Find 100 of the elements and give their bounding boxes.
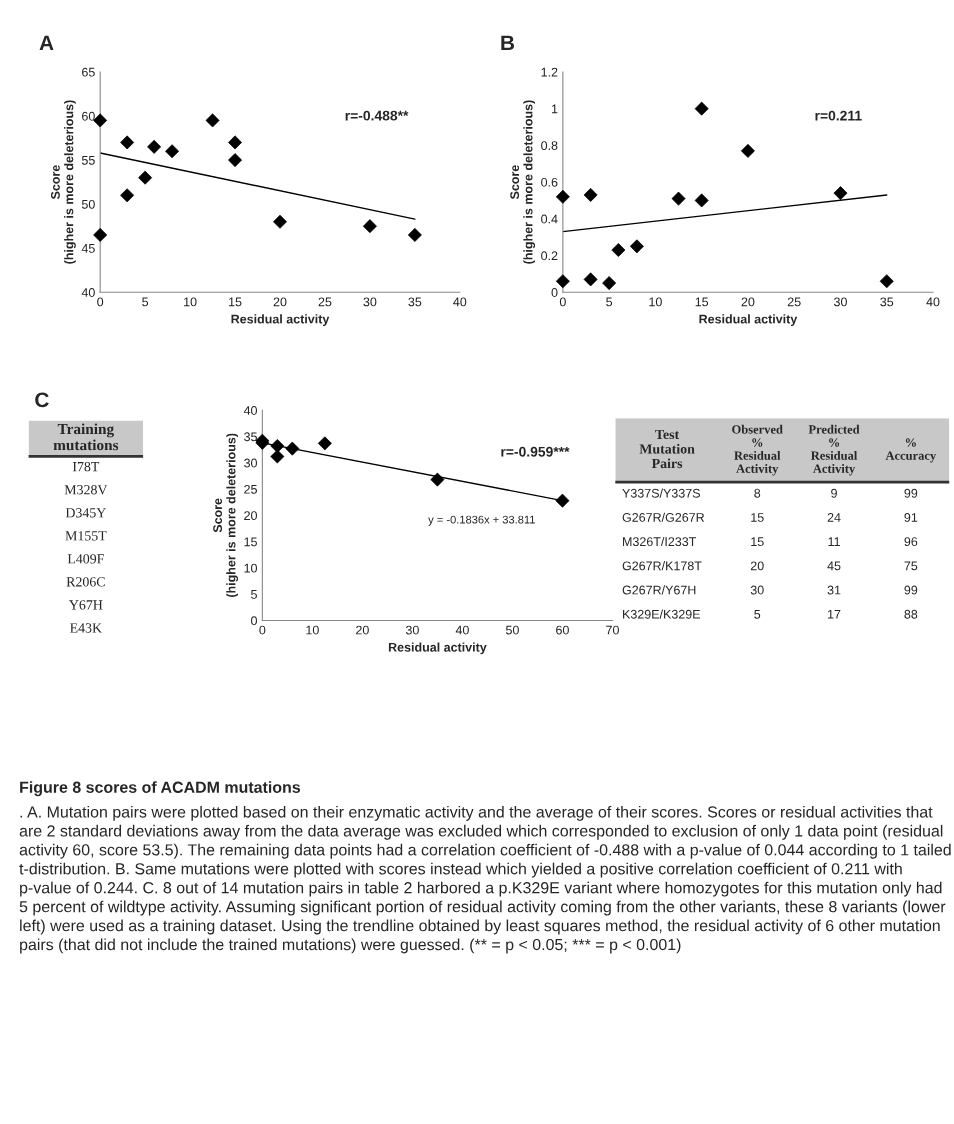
x-axis-title: Residual activity — [699, 314, 798, 326]
data-label: 99 — [904, 488, 918, 498]
annotation: r=-0.488** — [345, 110, 409, 121]
x-tick-label: 15 — [695, 297, 709, 307]
x-tick-label: 30 — [834, 297, 847, 307]
data-label: 75 — [904, 561, 918, 571]
category-label: M155T — [65, 531, 107, 541]
data-label: 24 — [827, 513, 841, 522]
y-tick-label: 0 — [551, 288, 558, 297]
data-label: 31 — [827, 585, 841, 595]
x-axis-title: Residual activity — [388, 642, 487, 655]
y-tick-label: 0 — [251, 616, 257, 626]
data-label: 88 — [904, 609, 918, 619]
chart-title: B — [501, 35, 515, 50]
data-label: 91 — [904, 513, 918, 522]
x-tick-label: 25 — [787, 297, 801, 307]
x-tick-label: 5 — [142, 297, 149, 307]
category-label: Y337S/Y337S — [622, 488, 700, 498]
y-tick-label: 40 — [81, 288, 95, 297]
category-label: M328V — [64, 485, 108, 495]
x-tick-label: 30 — [405, 625, 419, 635]
x-tick-label: 0 — [97, 297, 104, 307]
y-tick-label: 10 — [244, 563, 257, 573]
data-label: 96 — [904, 537, 918, 547]
x-tick-label: 35 — [880, 297, 894, 307]
x-axis-title: Residual activity — [231, 314, 330, 326]
category-label: I78T — [72, 461, 100, 472]
data-label: 11 — [828, 537, 840, 546]
x-tick-label: 5 — [606, 297, 613, 307]
data-label: 5 — [754, 609, 761, 619]
text: . A. Mutation pairs were plotted based on their enzymatic activity and the average of their scores. Scores or residual activities that are 2 standard deviations away from the data average was excluded which corresponded to exclusion of only 1 data point (residual activity 60, score 53.5). The remaining data points had a correlation coefficient of -0.488 with a p-value of 0.044 according to 1 tailed t-distribution. B. Same mutations were plotted with scores instead which yielded a positive correlation coefficient of 0.211 with p-value of 0.244. C. 8 out of 14 mutation pairs in table 2 harbored a p.K329E variant where homozygotes for this mutation only had 5 percent of wildtype activity. Assuming significant portion of residual activity coming from the other variants, these 8 variants (lower left) were used as a training dataset. Using the trendline obtained by least squares method, the residual activity of 6 other mutation pairs (that did not include the trained mutations) were guessed. (** = p < 0.05; *** = p < 0.001) — [19, 805, 951, 954]
x-tick-label: 30 — [363, 297, 377, 307]
y-tick-label: 0.2 — [541, 251, 558, 261]
data-label: 9 — [831, 488, 837, 498]
x-tick-label: 25 — [318, 297, 332, 307]
category-label: D345Y — [65, 508, 106, 518]
point — [228, 135, 243, 150]
y-tick-label: 35 — [244, 432, 257, 442]
y-tick-label: 65 — [82, 67, 95, 77]
y-tick-label: 50 — [81, 199, 95, 209]
y-axis-title: Score (higher is more deleterious) — [510, 100, 536, 264]
x-tick-label: 70 — [606, 625, 619, 635]
x-tick-label: 35 — [408, 297, 422, 307]
y-tick-label: 40 — [243, 406, 257, 415]
x-tick-label: 50 — [505, 625, 519, 635]
x-tick-label: 0 — [259, 625, 266, 635]
category-label: R206C — [66, 577, 105, 587]
x-tick-label: 40 — [926, 297, 940, 307]
x-tick-label: 10 — [184, 297, 197, 307]
category-label: Y67H — [69, 600, 103, 610]
category-label: K329E/K329E — [623, 609, 701, 619]
x-tick-label: 10 — [306, 625, 319, 635]
y-tick-label: 5 — [251, 590, 257, 599]
x-tick-label: 20 — [741, 297, 755, 307]
text: Training mutations — [53, 423, 119, 451]
y-tick-label: 45 — [81, 244, 95, 253]
category-label: M326T/I233T — [623, 536, 697, 547]
x-tick-label: 20 — [273, 297, 287, 307]
x-tick-label: 15 — [229, 297, 242, 307]
x-tick-label: 40 — [453, 297, 467, 307]
category-label: L409F — [67, 554, 104, 564]
x-tick-label: 10 — [649, 297, 662, 307]
x-tick-label: 40 — [455, 625, 469, 635]
annotation: r=-0.959*** — [501, 446, 570, 457]
text: Observed % Residual Activity — [732, 424, 783, 476]
category-label: G267R/G267R — [622, 512, 705, 522]
text: Predicted % Residual Activity — [808, 424, 860, 476]
data-label: 15 — [751, 513, 764, 522]
x-tick-label: 0 — [559, 297, 566, 307]
y-tick-label: 1 — [552, 104, 558, 114]
annotation: r=0.211 — [815, 110, 862, 121]
data-label: 15 — [751, 537, 764, 547]
y-tick-label: 1.2 — [541, 67, 558, 77]
data-label: 99 — [904, 585, 918, 595]
y-tick-label: 0.6 — [541, 177, 558, 187]
x-tick-label: 20 — [356, 625, 369, 635]
chart-title: A — [39, 35, 54, 50]
y-tick-label: 15 — [244, 537, 257, 547]
y-tick-label: 55 — [81, 155, 95, 165]
category-label: G267R/K178T — [622, 561, 702, 571]
y-tick-label: 20 — [244, 511, 257, 521]
data-label: 8 — [754, 488, 761, 498]
y-axis-title: Score (higher is more deleterious) — [213, 433, 239, 598]
data-label: 30 — [750, 585, 764, 595]
category-label: G267R/Y67H — [622, 585, 696, 595]
y-tick-label: 30 — [244, 458, 257, 468]
category-label: E43K — [70, 623, 102, 633]
text: C — [35, 392, 49, 408]
data-label: 17 — [828, 609, 841, 619]
data-label: 45 — [827, 561, 841, 571]
annotation: y = -0.1836x + 33.811 — [428, 515, 535, 526]
y-tick-label: 60 — [82, 111, 95, 121]
text: % Accuracy — [885, 438, 937, 463]
y-tick-label: 25 — [244, 484, 257, 494]
y-axis-title: Score (higher is more deleterious) — [51, 100, 76, 264]
y-tick-label: 0.8 — [541, 141, 558, 151]
data-label: 20 — [750, 561, 764, 571]
text: Test Mutation Pairs — [639, 429, 695, 469]
caption: Figure 8 scores of ACADM mutations — [20, 781, 301, 797]
y-tick-label: 0.4 — [541, 214, 558, 224]
